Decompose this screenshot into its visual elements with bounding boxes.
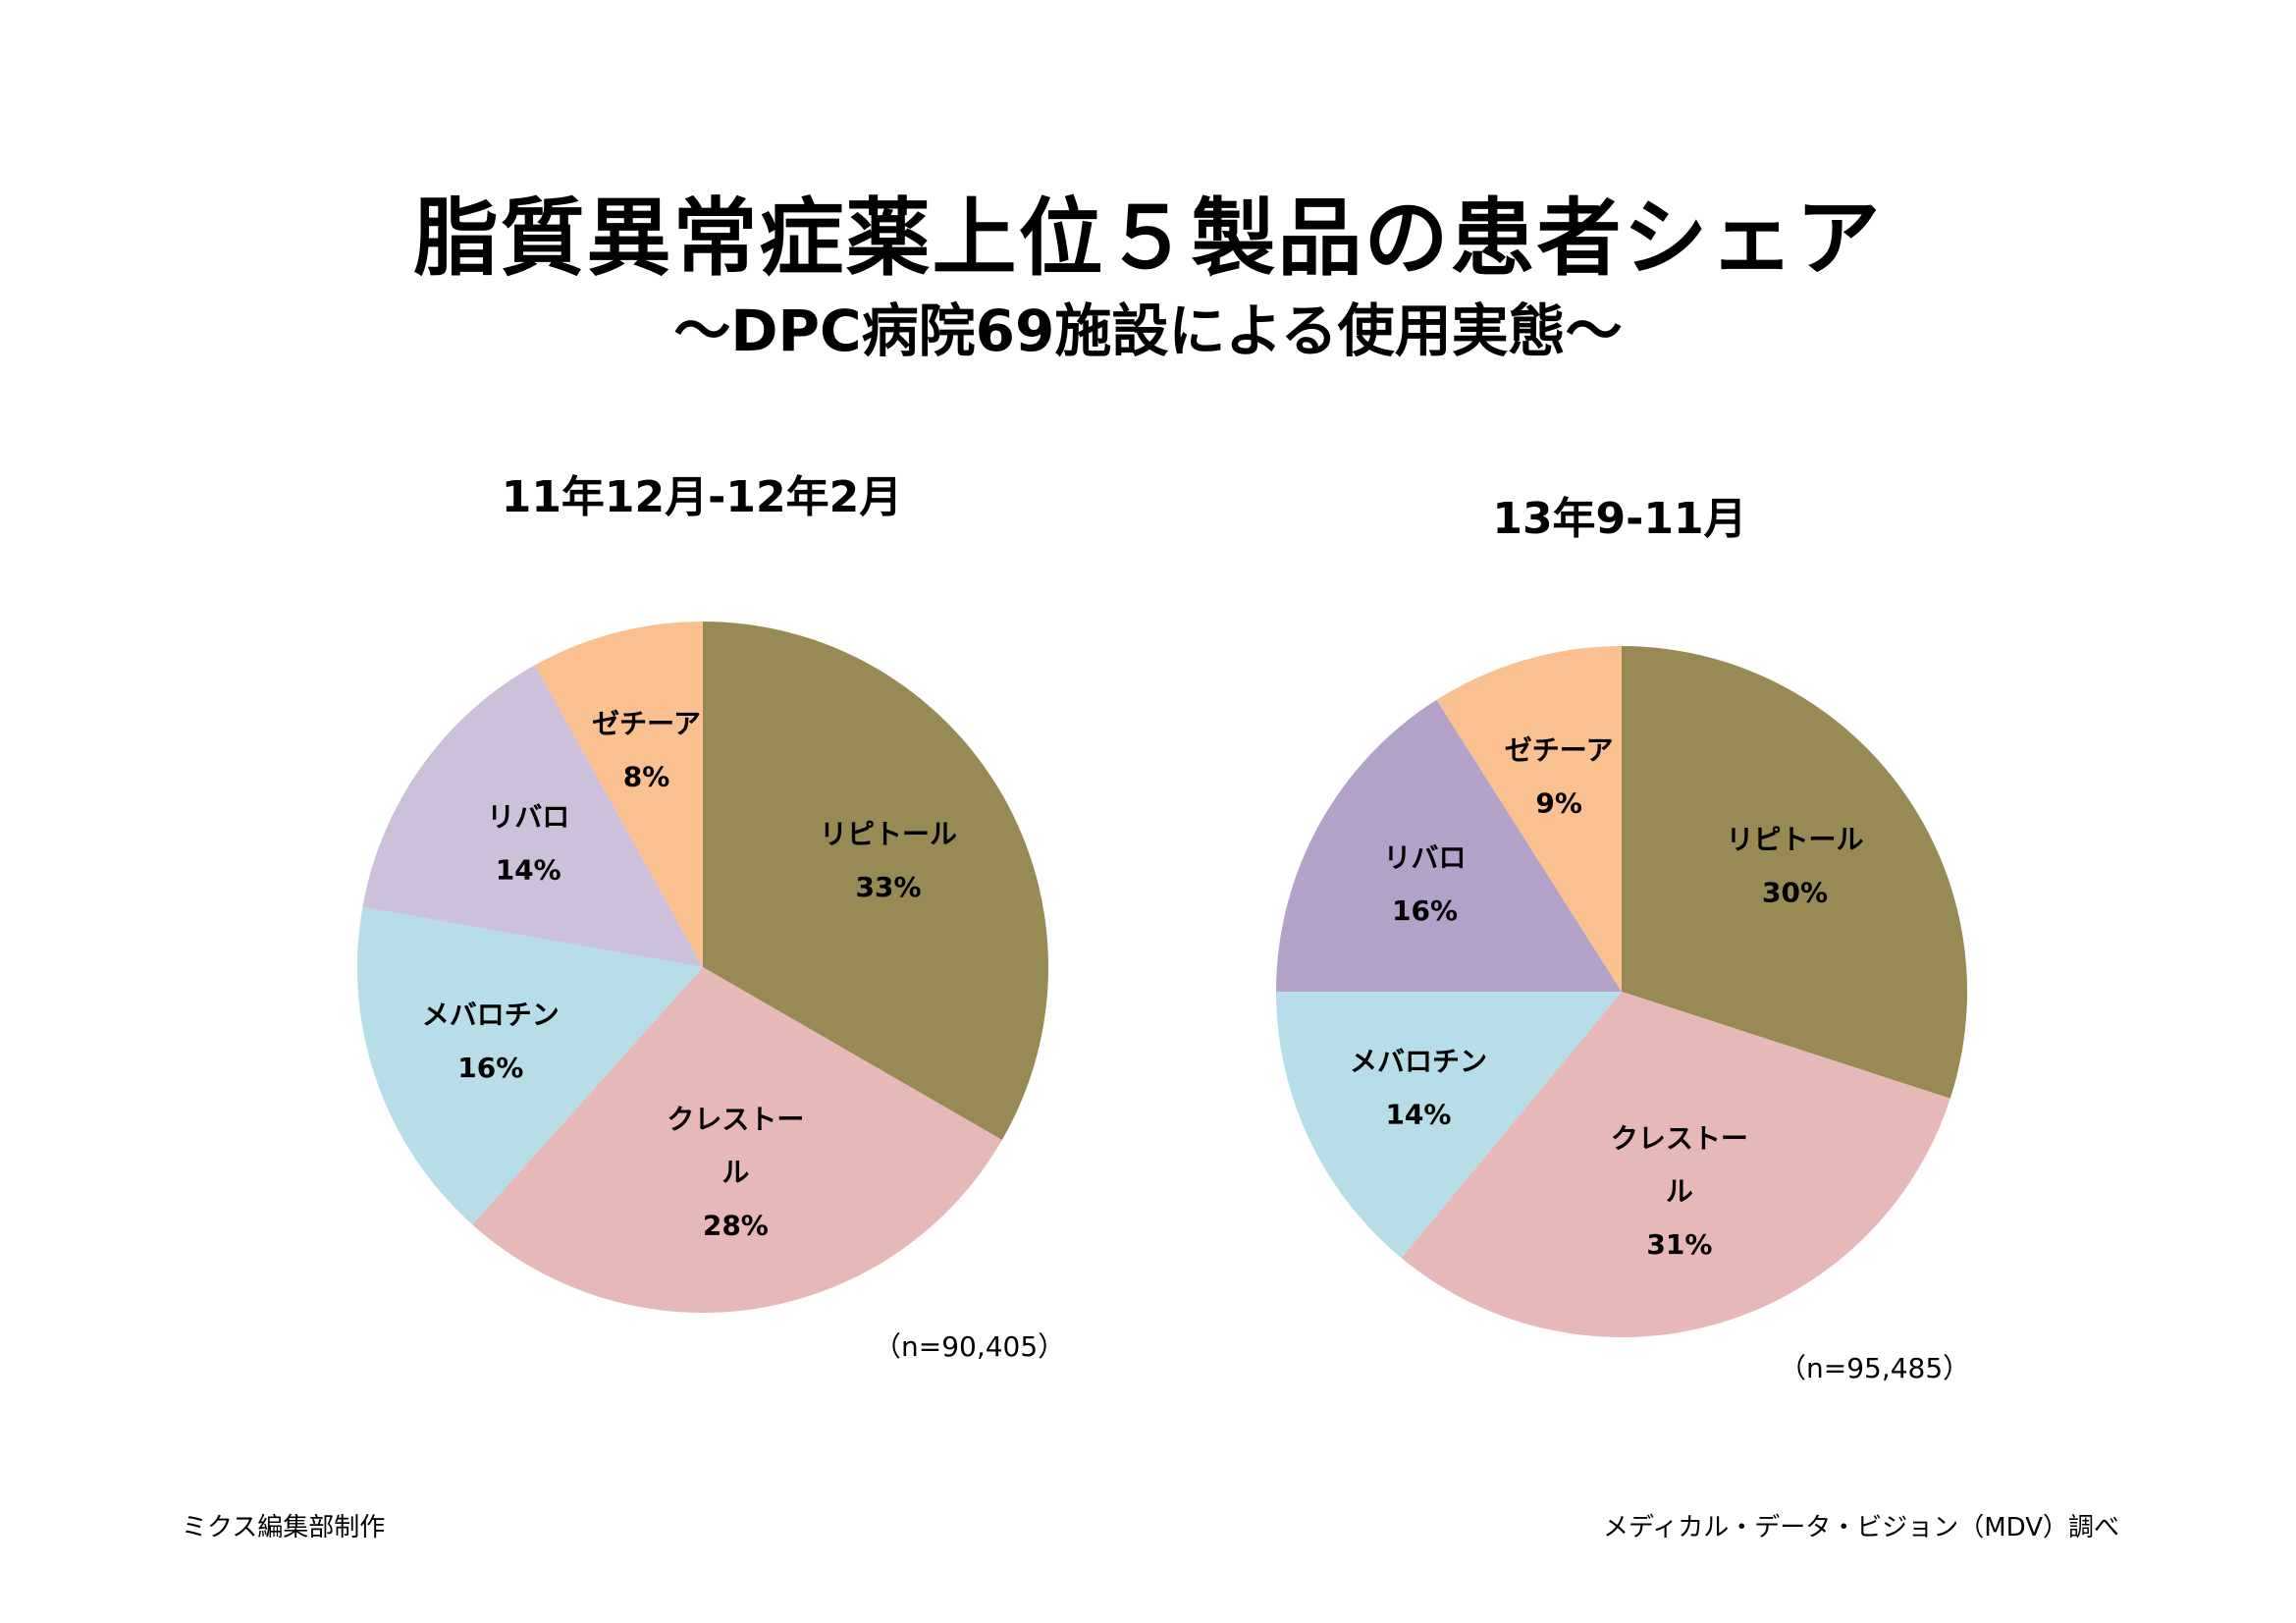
slice-name-label: ル	[1666, 1175, 1693, 1208]
chart-1-sample-size: （n=90,405）	[874, 1330, 1066, 1363]
slice-name-label: リピトール	[820, 818, 957, 850]
slice-value-label: 28%	[703, 1210, 769, 1242]
slice-value-label: 30%	[1762, 877, 1828, 909]
pie-slice-2-5	[1436, 646, 1622, 992]
footer-source: メディカル・データ・ビジョン（MDV）調べ	[1603, 1513, 2119, 1542]
slice-value-label: 14%	[1385, 1098, 1451, 1130]
slice-name-label: リピトール	[1727, 824, 1864, 856]
pie-slice-2-1	[1622, 646, 1967, 1099]
pie-slice-2-4	[1276, 699, 1622, 992]
pie-slice-2-3	[1276, 992, 1622, 1259]
pie-slice-1-3	[356, 906, 703, 1225]
chart-2-sample-size: （n=95,485）	[1779, 1352, 1971, 1384]
page-subtitle: ～DPC病院69施設による使用実態～	[673, 298, 1623, 364]
pie-slice-1-4	[362, 665, 703, 967]
slice-value-label: 9%	[1535, 786, 1582, 819]
slice-name-label: メバロチン	[422, 999, 560, 1031]
slice-value-label: 33%	[855, 871, 921, 903]
slice-value-label: 16%	[457, 1052, 523, 1084]
slice-value-label: 14%	[496, 853, 561, 886]
slice-name-label: メバロチン	[1350, 1045, 1487, 1077]
footer-credit: ミクス編集部制作	[182, 1513, 386, 1542]
slice-name-label: ル	[721, 1157, 749, 1189]
slice-value-label: 8%	[623, 761, 670, 793]
pie-slice-2-2	[1401, 992, 1950, 1337]
slice-name-label: ゼチーア	[1505, 733, 1614, 766]
slice-name-label: ゼチーア	[592, 708, 701, 740]
slice-value-label: 16%	[1392, 894, 1458, 927]
slice-value-label: 31%	[1646, 1228, 1712, 1261]
page-title: 脂質異常症薬上位５製品の患者シェア	[413, 189, 1883, 288]
chart-2-title: 13年9-11月	[1492, 494, 1747, 544]
slice-name-label: クレストー	[667, 1104, 804, 1136]
slice-name-label: リバロ	[1383, 841, 1466, 874]
slice-name-label: リバロ	[487, 800, 569, 833]
chart-1-title: 11年12月-12年2月	[501, 472, 903, 522]
pie-slice-1-1	[703, 622, 1048, 1140]
pie-slice-1-5	[534, 622, 703, 967]
pie-slice-1-2	[472, 967, 1002, 1313]
slice-name-label: クレストー	[1611, 1122, 1748, 1155]
